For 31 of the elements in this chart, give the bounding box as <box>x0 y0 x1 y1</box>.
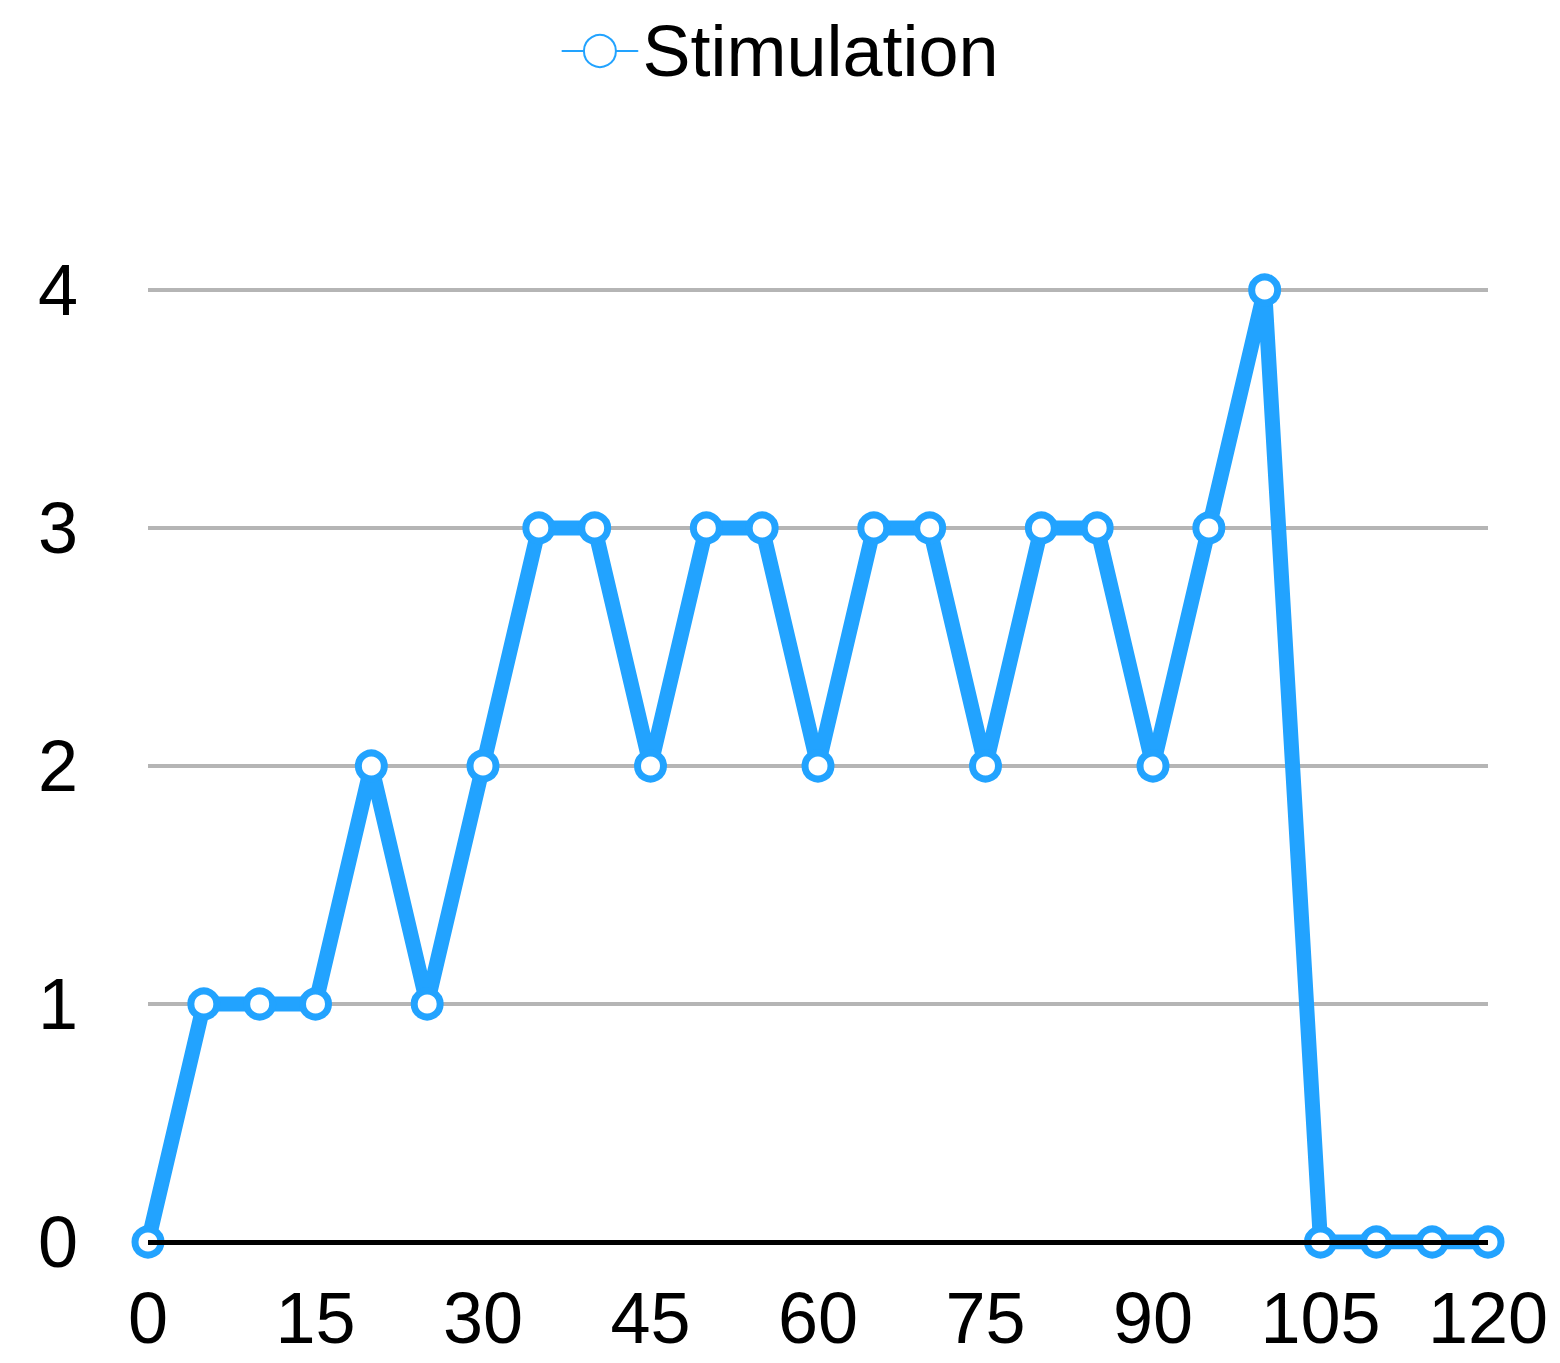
x-tick-label: 60 <box>777 1278 859 1358</box>
point <box>689 511 723 545</box>
point <box>187 987 221 1021</box>
y-tick-label: 2 <box>37 726 79 806</box>
x-tick-label: 90 <box>1112 1278 1194 1358</box>
x-tick-label: 30 <box>442 1278 524 1358</box>
point <box>466 749 500 783</box>
x-tick-label: 120 <box>1427 1278 1549 1358</box>
y-tick-label: 1 <box>37 964 79 1044</box>
point <box>522 511 556 545</box>
x-tick-label: 75 <box>945 1278 1026 1358</box>
point <box>1080 511 1114 545</box>
y-tick-label: 0 <box>37 1202 79 1282</box>
point <box>857 511 891 545</box>
point <box>1192 511 1226 545</box>
point <box>1471 1225 1505 1259</box>
x-tick-label: 105 <box>1260 1278 1381 1358</box>
x-tick-label: 15 <box>275 1278 356 1358</box>
point <box>578 511 612 545</box>
point <box>913 511 947 545</box>
point <box>131 1225 165 1259</box>
point <box>1024 511 1058 545</box>
y-tick-label: 3 <box>37 488 79 568</box>
x-tick-label: 45 <box>610 1278 691 1358</box>
point <box>299 987 332 1021</box>
legend-label: Stimulation <box>642 11 999 91</box>
point <box>1248 273 1282 307</box>
y-tick-label: 4 <box>37 250 79 330</box>
point <box>745 511 779 545</box>
x-tick-label: 0 <box>127 1278 169 1358</box>
point <box>243 987 277 1021</box>
